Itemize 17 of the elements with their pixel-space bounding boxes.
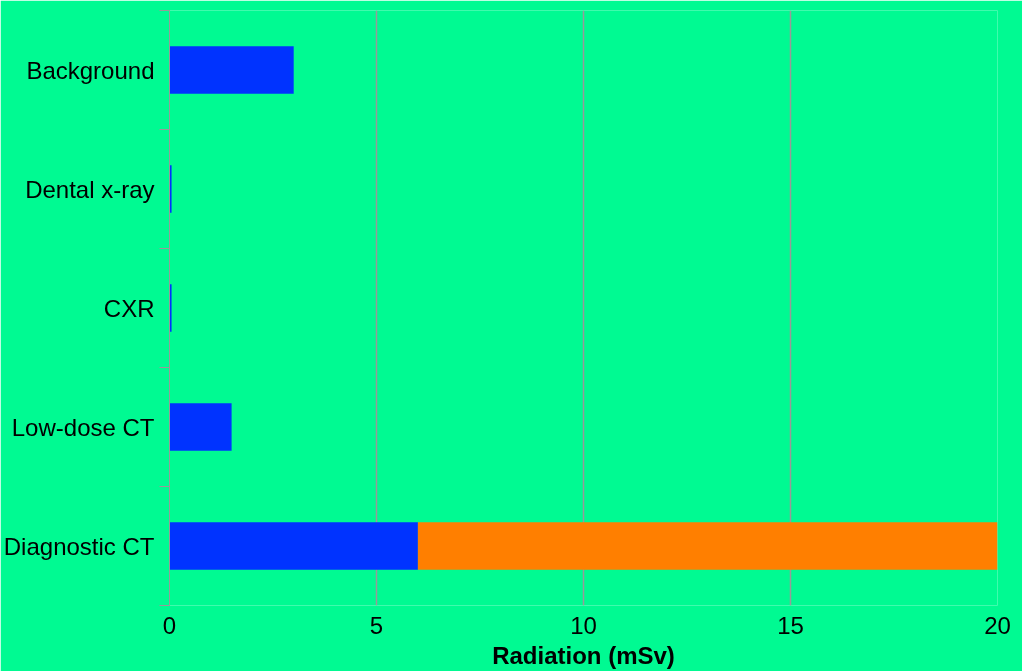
x-tick-label: 15 — [777, 611, 804, 639]
bar — [169, 522, 418, 570]
x-tick-label: 20 — [984, 611, 1011, 639]
y-tick-label: Background — [26, 56, 155, 84]
y-tick-label: Dental x-ray — [25, 175, 155, 203]
bar — [169, 403, 232, 451]
y-tick-label: Low-dose CT — [11, 413, 155, 441]
y-tick-label: CXR — [103, 294, 155, 322]
bar — [169, 46, 294, 94]
x-tick-label: 0 — [162, 611, 177, 639]
bar — [417, 522, 998, 570]
x-axis-title: Radiation (mSv) — [492, 641, 675, 669]
y-tick-label: Diagnostic CT — [3, 532, 155, 560]
bar — [169, 284, 172, 332]
x-tick-label: 5 — [369, 611, 384, 639]
bar — [169, 165, 172, 213]
x-tick-label: 10 — [570, 611, 597, 639]
